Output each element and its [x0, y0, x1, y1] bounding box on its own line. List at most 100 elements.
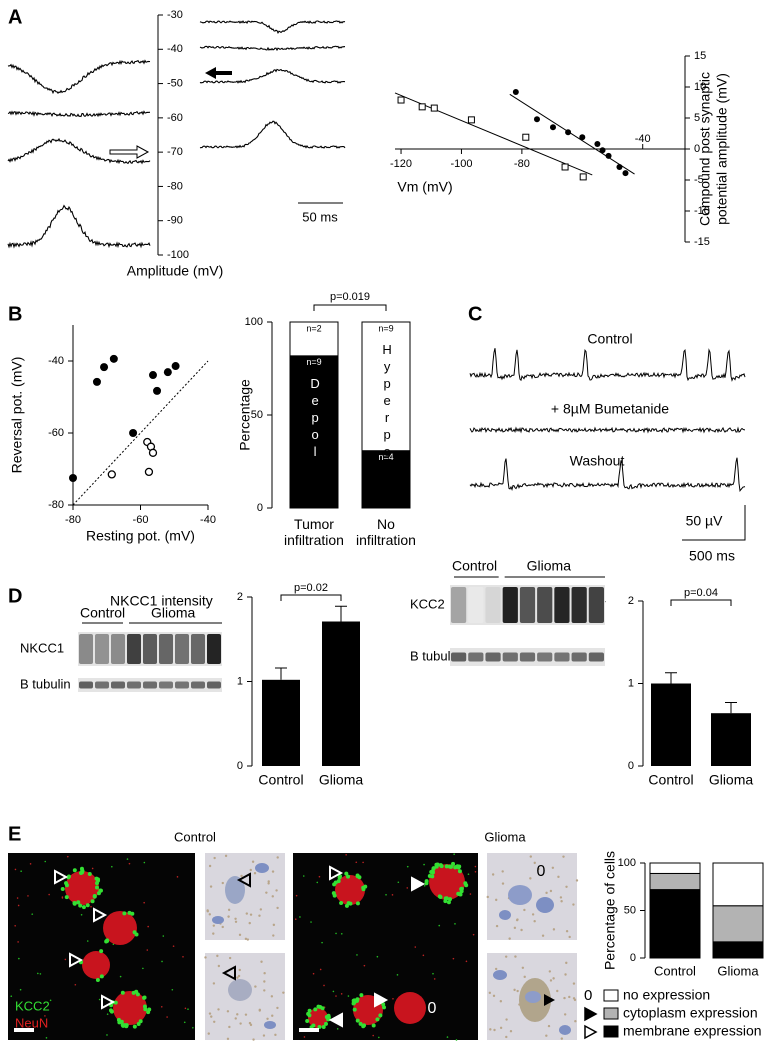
kcc2-dot [64, 881, 69, 886]
kcc2-dot [72, 901, 77, 906]
x-tick-label: Glioma [717, 963, 759, 978]
speckle [61, 897, 64, 899]
group-label: Glioma [151, 605, 196, 621]
count-label: n=4 [378, 452, 393, 462]
speckle [106, 1013, 109, 1015]
blot-band [485, 652, 501, 662]
ihc-speck [238, 933, 242, 937]
blot-band [79, 681, 93, 689]
nucleus [499, 910, 511, 920]
kcc2-dot [451, 861, 456, 866]
blot-band [468, 652, 484, 662]
ihc-speck [505, 1035, 508, 1039]
y-axis-label: Percentage of cells [602, 851, 618, 970]
ihc-speck [270, 995, 274, 998]
legend-marker [584, 1006, 598, 1022]
point [549, 124, 556, 131]
speckle [16, 897, 19, 899]
speckle [106, 1034, 108, 1036]
kcc2-dot [430, 870, 435, 875]
speckle [332, 990, 335, 993]
kcc2-dot [355, 997, 360, 1002]
ihc-speck [207, 1032, 210, 1035]
blot-band [519, 652, 536, 662]
y-tick-label: -30 [167, 9, 183, 21]
nucleus [255, 863, 269, 873]
y-tick-label: 100 [618, 857, 636, 869]
ihc-speck [252, 1038, 255, 1041]
fit-line [394, 92, 593, 176]
speckle [146, 949, 149, 951]
ihc-speck [274, 1033, 277, 1037]
kcc2-dot [90, 899, 95, 904]
kcc2-dot [76, 900, 81, 905]
blot-band [127, 681, 141, 689]
kcc2-dot [438, 863, 443, 868]
bar-segment [649, 889, 701, 959]
x-axis-label: Resting pot. (mV) [86, 528, 195, 544]
kcc2-dot [453, 865, 458, 870]
blot-band [175, 634, 189, 664]
blot-band [191, 634, 205, 664]
blot-row-label: B tubulin [410, 648, 461, 663]
kcc2-dot [457, 869, 462, 874]
kcc2-dot [355, 1018, 360, 1023]
ihc-speck [505, 1018, 508, 1021]
error-bar [275, 667, 287, 680]
point [107, 470, 116, 479]
kcc2-dot [305, 1018, 310, 1023]
micrograph-title: Control [174, 829, 216, 844]
y-tick-label: 100 [245, 316, 263, 328]
legend-swatch [603, 989, 619, 1002]
kcc2-dot [87, 872, 92, 877]
arrowhead [374, 992, 389, 1008]
speckle [172, 945, 175, 947]
series-name: Depol [308, 376, 323, 461]
y-tick-label: -15 [694, 236, 710, 248]
nucleus [228, 979, 252, 1001]
kcc2-dot [108, 1008, 113, 1013]
ihc-speck [501, 870, 504, 873]
nucleus [493, 970, 507, 980]
ihc-speck [575, 879, 579, 882]
kcc2-dot [136, 1022, 141, 1027]
ihc-speck [275, 889, 278, 892]
ihc-speck [258, 914, 261, 917]
speckle [423, 863, 425, 866]
ihc-speck [552, 928, 556, 931]
point [171, 362, 180, 371]
speckle [469, 893, 472, 895]
nucleus [212, 916, 224, 924]
blot-band [588, 587, 604, 623]
arrowhead [544, 994, 555, 1006]
group-label: Control [80, 605, 125, 621]
ihc-speck [492, 994, 496, 998]
speckle [406, 887, 409, 889]
ihc-speck [516, 989, 519, 993]
kcc2-dot [132, 1024, 137, 1029]
absence-marker: 0 [537, 863, 546, 880]
ihc-speck [563, 1013, 567, 1016]
ihc-speck [271, 870, 275, 873]
ihc-speck [244, 1013, 248, 1016]
point [616, 163, 623, 170]
kcc2-dot [124, 1023, 129, 1028]
panel-label: E [8, 823, 21, 845]
kcc2-dot [81, 905, 86, 910]
point [599, 147, 606, 154]
point [69, 474, 77, 482]
ihc-speck [221, 925, 224, 929]
speckle [294, 918, 297, 921]
stain-label: NeuN [15, 1015, 48, 1030]
x-tick-label: Control [654, 963, 696, 978]
y-tick-label: -40 [48, 355, 64, 367]
kcc2-dot [130, 911, 135, 916]
speckle [302, 875, 305, 877]
panel-label: B [8, 303, 22, 325]
speckle [119, 975, 122, 978]
bracket [280, 594, 342, 601]
kcc2-dot [307, 1008, 312, 1013]
ihc-speck [213, 1020, 216, 1023]
speckle [66, 855, 69, 858]
y-axis-label: potential amplitude (mV) [714, 73, 730, 225]
